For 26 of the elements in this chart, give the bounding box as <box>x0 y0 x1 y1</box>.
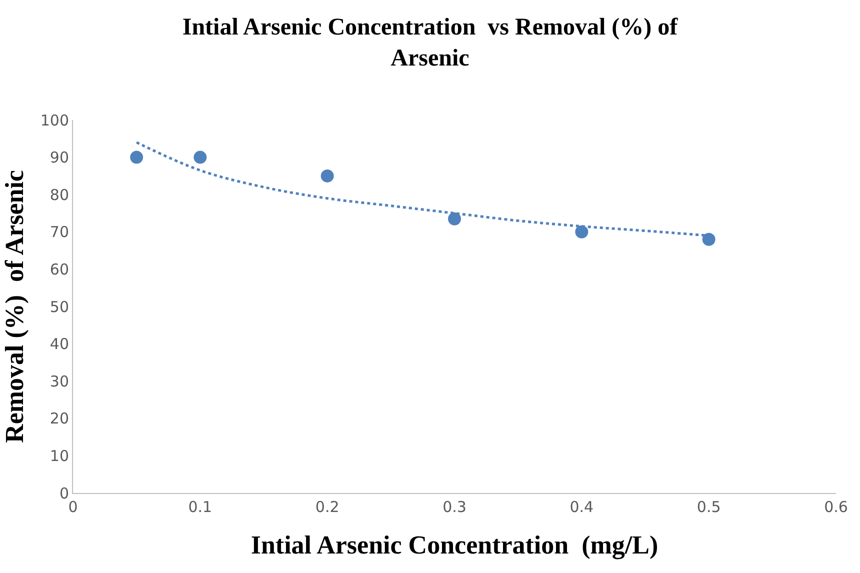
y-tick-label: 100 <box>40 111 69 130</box>
y-tick-label: 30 <box>50 372 69 390</box>
x-tick-label: 0.3 <box>442 498 466 516</box>
y-tick-label: 10 <box>50 446 69 465</box>
point <box>130 150 144 164</box>
y-tick-label: 0 <box>59 484 69 502</box>
x-tick-label: 0.4 <box>570 498 594 516</box>
point <box>448 212 461 226</box>
x-tick-label: 0.5 <box>696 498 721 516</box>
point <box>575 225 588 238</box>
x-axis-title: Intial Arsenic Concentration (mg/L) <box>250 530 658 560</box>
y-tick-label: 60 <box>50 260 69 278</box>
x-tick-label: 0.2 <box>315 498 340 516</box>
y-tick-label: 80 <box>50 186 69 204</box>
y-tick-label: 90 <box>50 148 69 167</box>
point <box>702 232 716 246</box>
point <box>320 169 334 182</box>
y-axis-title: Removal (%) of Arsenic <box>0 170 29 443</box>
x-tick-label: 0.6 <box>824 498 848 516</box>
y-tick-label: 20 <box>50 410 69 428</box>
x-tick-label: 0.1 <box>188 498 212 516</box>
y-tick-label: 50 <box>50 298 69 316</box>
y-tick-label: 70 <box>50 223 69 242</box>
point <box>194 150 207 164</box>
chart-title: Intial Arsenic Concentration vs Removal (%) of Arsenic <box>182 14 679 72</box>
y-tick-label: 40 <box>50 335 69 354</box>
